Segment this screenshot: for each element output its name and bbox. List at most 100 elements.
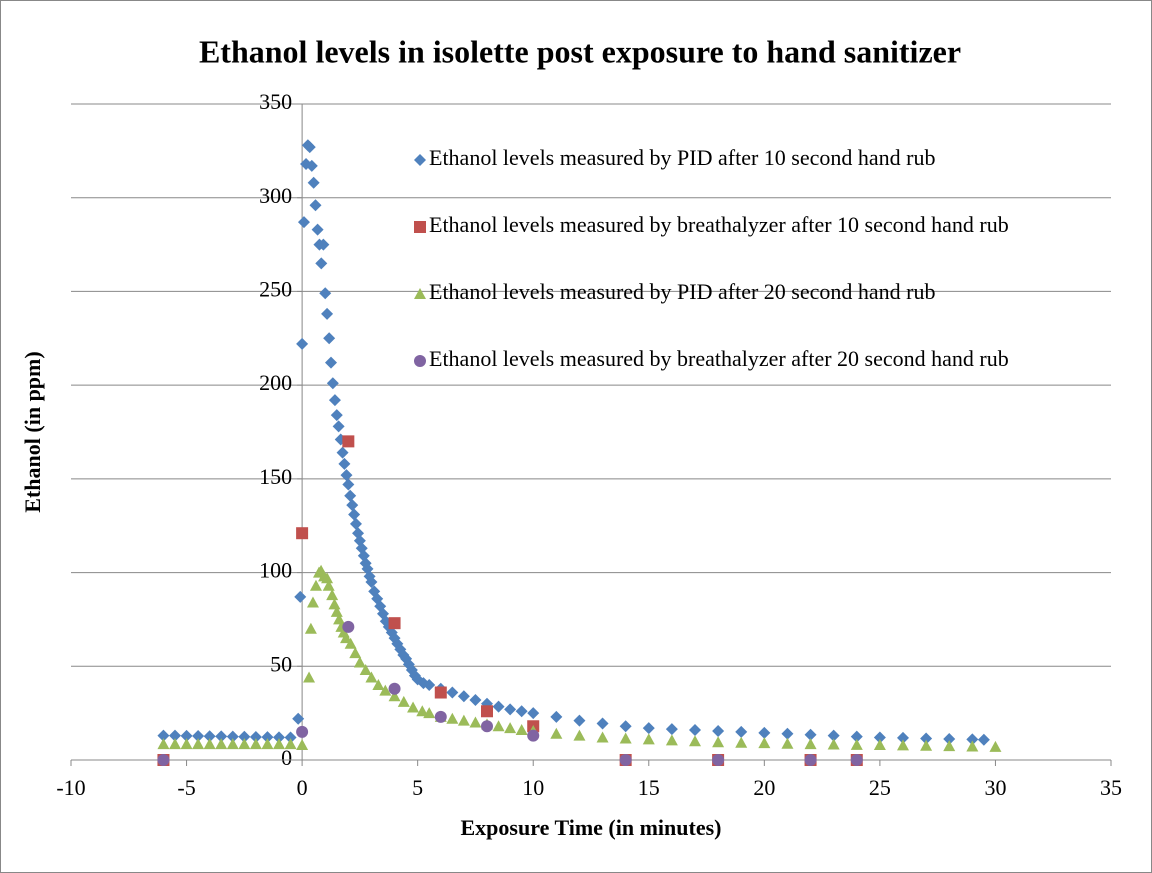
x-tick-label: 25 (869, 775, 891, 800)
data-point (226, 730, 239, 743)
data-point (338, 457, 351, 470)
data-point (304, 622, 317, 634)
data-point (284, 731, 297, 744)
data-point (446, 686, 459, 699)
data-point (423, 707, 436, 719)
data-point (515, 705, 528, 718)
data-point (249, 738, 262, 750)
y-tick-label: 350 (259, 89, 292, 114)
data-point (781, 737, 794, 749)
data-point (323, 332, 336, 345)
data-point (388, 690, 401, 702)
y-tick-label: 150 (259, 464, 292, 489)
data-point (966, 740, 979, 752)
data-point (261, 731, 274, 744)
data-point (758, 726, 771, 739)
x-tick-label: 20 (753, 775, 775, 800)
data-point (665, 723, 678, 736)
data-point (273, 738, 285, 750)
data-point (309, 199, 322, 212)
data-point (527, 707, 540, 720)
data-point (596, 717, 609, 730)
data-point (492, 700, 505, 713)
data-point (226, 738, 239, 750)
data-point (321, 572, 334, 584)
data-point (340, 632, 353, 644)
data-point (446, 712, 459, 724)
data-point (989, 740, 1002, 752)
data-point (735, 736, 748, 748)
data-point (325, 356, 337, 369)
data-point (305, 159, 318, 172)
data-point (340, 469, 353, 482)
data-point (619, 720, 632, 733)
data-point (315, 257, 328, 270)
data-point (365, 671, 378, 683)
data-point (215, 730, 228, 743)
data-point (359, 664, 372, 676)
data-point (550, 727, 563, 739)
data-point (492, 720, 505, 732)
data-point (157, 754, 170, 766)
data-point (977, 733, 990, 746)
data-point (897, 739, 909, 751)
data-point (296, 739, 309, 751)
data-point (712, 724, 725, 737)
x-tick-label: 0 (297, 775, 308, 800)
data-point (238, 730, 251, 743)
data-point (372, 679, 385, 691)
x-tick-label: 15 (638, 775, 660, 800)
data-point (344, 637, 357, 649)
data-point (330, 409, 343, 422)
data-point (827, 738, 840, 750)
data-point (342, 478, 355, 491)
data-point (346, 499, 359, 512)
data-point (850, 738, 863, 750)
data-point (328, 598, 341, 610)
data-point (249, 730, 262, 743)
data-point (758, 737, 771, 749)
data-point (344, 489, 357, 502)
legend-marker (414, 288, 426, 299)
data-point (292, 712, 305, 725)
data-point (504, 703, 517, 716)
data-point (457, 690, 470, 703)
data-point (804, 754, 817, 766)
data-point (966, 733, 979, 746)
data-point (735, 725, 748, 738)
data-point (527, 729, 540, 742)
data-point (157, 738, 170, 750)
data-point (515, 724, 528, 736)
data-point (342, 435, 355, 448)
chart-title: Ethanol levels in isolette post exposure… (199, 33, 961, 69)
data-point (596, 731, 609, 743)
data-point (330, 605, 343, 617)
data-point (397, 695, 410, 707)
data-point (712, 736, 725, 748)
data-point (303, 141, 316, 154)
data-point (481, 720, 493, 733)
data-point (332, 420, 345, 433)
x-tick-label: -10 (56, 775, 85, 800)
data-point (261, 738, 274, 750)
data-point (203, 738, 216, 750)
data-point (326, 377, 339, 390)
legend-label: Ethanol levels measured by breathalyzer … (429, 212, 1009, 237)
data-point (333, 613, 346, 625)
data-point (434, 686, 447, 699)
data-point (689, 724, 701, 737)
data-point (365, 575, 378, 588)
data-point (665, 734, 678, 746)
data-point (642, 722, 655, 735)
data-point (157, 729, 170, 742)
legend-label: Ethanol levels measured by breathalyzer … (429, 346, 1009, 371)
data-point (319, 287, 332, 300)
data-point (192, 738, 205, 750)
data-point (348, 508, 361, 521)
legend-marker (414, 355, 426, 367)
data-point (296, 527, 309, 540)
data-point (642, 733, 655, 745)
data-point (180, 738, 193, 750)
data-point (238, 738, 251, 750)
